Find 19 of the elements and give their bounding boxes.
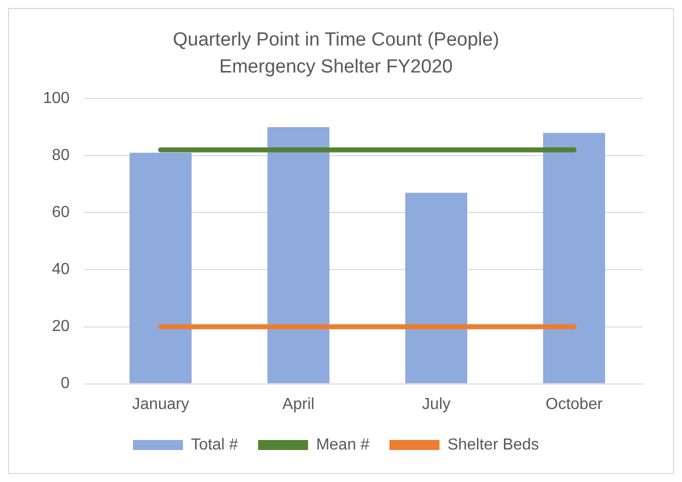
y-tick-label: 80 — [52, 147, 70, 164]
bar — [267, 127, 330, 384]
y-tick-label: 100 — [42, 90, 70, 108]
legend-label: Mean # — [316, 436, 370, 454]
bar — [130, 152, 192, 384]
bar — [543, 132, 606, 384]
x-tick-label: October — [546, 396, 604, 413]
y-tick-label: 0 — [60, 375, 70, 392]
legend-label: Shelter Beds — [447, 436, 540, 454]
chart-subtitle: Emergency Shelter FY2020 — [219, 56, 453, 78]
y-tick-label: 60 — [52, 204, 70, 222]
bar — [405, 192, 468, 384]
y-tick-label: 40 — [52, 261, 70, 278]
x-tick-label: April — [282, 396, 314, 413]
y-tick-label: 20 — [52, 318, 70, 336]
legend-label: Total # — [190, 436, 238, 454]
chart-title: Quarterly Point in Time Count (People) — [172, 30, 500, 51]
x-tick-label: July — [422, 396, 450, 413]
x-tick-label: January — [132, 396, 190, 413]
